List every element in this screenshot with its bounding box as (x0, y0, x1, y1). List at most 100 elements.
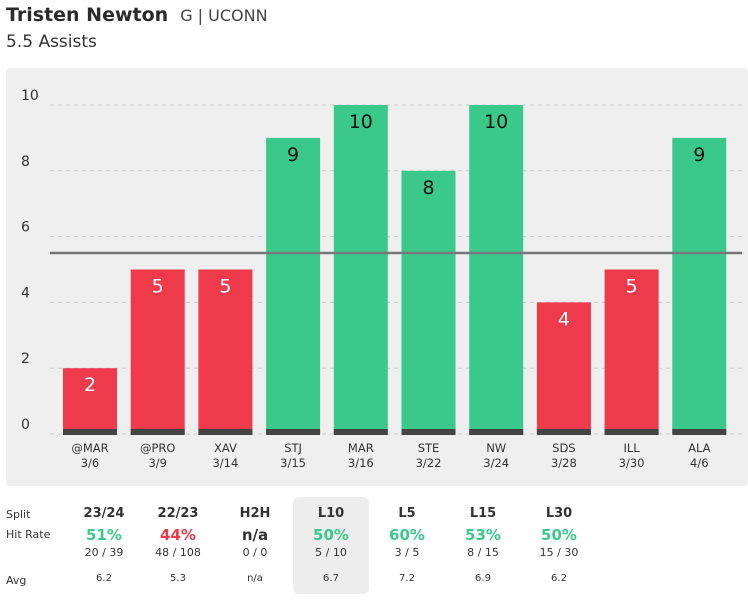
x-date-label: 3/16 (348, 456, 374, 470)
split-name: L5 (398, 506, 416, 521)
bar-stj (266, 137, 321, 434)
split-column-l30[interactable]: L30 50% 15 / 30 6.2 (521, 497, 597, 594)
split-name: L30 (545, 506, 573, 521)
bar-value-label: 2 (84, 374, 96, 396)
split-name: L15 (469, 506, 497, 521)
hit-rate-value: n/a (241, 526, 269, 544)
avg-value: 6.7 (323, 573, 339, 584)
y-tick-label: 10 (21, 88, 39, 104)
x-date-label: 3/15 (280, 456, 306, 470)
x-category-label: XAV (214, 441, 237, 455)
x-date-label: 3/14 (212, 456, 238, 470)
bar-ala (672, 137, 727, 434)
bar-base (401, 429, 456, 435)
x-date-label: 3/9 (148, 456, 167, 470)
hit-fraction: 0 / 0 (242, 546, 268, 559)
x-date-label: 3/28 (551, 456, 577, 470)
hit-fraction: 20 / 39 (84, 546, 124, 559)
split-column-h2h[interactable]: H2H n/a 0 / 0 n/a (217, 497, 293, 594)
bar-at-pro (130, 269, 185, 434)
y-tick-label: 6 (21, 220, 30, 236)
x-date-label: 3/6 (81, 456, 100, 470)
split-column-2324[interactable]: 23/24 51% 20 / 39 6.2 (66, 497, 142, 594)
bar-at-mar (63, 368, 117, 434)
hit-rate-value: 60% (389, 526, 425, 544)
x-date-label: 3/30 (619, 456, 645, 470)
bar-ste (401, 170, 456, 435)
bar-base (130, 429, 185, 435)
bar-value-label: 10 (349, 111, 373, 133)
hit-rate-row-label: Hit Rate (6, 528, 51, 541)
y-tick-label: 2 (21, 351, 30, 367)
x-date-label: 3/22 (416, 456, 442, 470)
bar-ill (604, 269, 659, 434)
avg-value: 6.2 (551, 573, 567, 584)
x-category-label: STE (418, 441, 440, 455)
hit-rate-value: 50% (313, 526, 349, 544)
hit-rate-value: 53% (465, 526, 501, 544)
hit-fraction: 48 / 108 (155, 546, 201, 559)
hit-rate-value: 44% (160, 526, 196, 544)
split-stats-table: Split Hit Rate Avg 23/24 51% 20 / 39 6.2… (0, 497, 748, 597)
bar-xav (198, 269, 253, 434)
avg-value: 7.2 (399, 573, 415, 584)
bar-value-label: 5 (152, 276, 164, 298)
bar-base (266, 429, 321, 435)
split-column-l5[interactable]: L5 60% 3 / 5 7.2 (369, 497, 445, 594)
player-header: Tristen Newton G | UCONN 5.5 Assists (6, 4, 268, 52)
x-category-label: NW (486, 441, 506, 455)
avg-value: n/a (247, 573, 263, 584)
hit-fraction: 8 / 15 (467, 546, 499, 559)
avg-value: 5.3 (170, 573, 186, 584)
x-date-label: 3/24 (483, 456, 509, 470)
bar-base (333, 429, 388, 435)
x-category-label: @PRO (140, 441, 175, 455)
bar-base (63, 429, 117, 435)
y-tick-label: 0 (21, 417, 30, 433)
bar-base (536, 429, 591, 435)
x-category-label: @MAR (71, 441, 108, 455)
bar-value-label: 9 (693, 144, 705, 166)
split-row-label: Split (6, 508, 31, 521)
bar-value-label: 5 (219, 276, 231, 298)
avg-value: 6.9 (475, 573, 491, 584)
bar-value-label: 8 (422, 177, 434, 199)
hit-fraction: 5 / 10 (315, 546, 347, 559)
y-tick-label: 8 (21, 154, 30, 170)
split-name: L10 (317, 506, 345, 521)
bar-value-label: 10 (484, 111, 508, 133)
bar-base (469, 429, 524, 435)
split-column-2223[interactable]: 22/23 44% 48 / 108 5.3 (140, 497, 216, 594)
bar-base (672, 429, 727, 435)
avg-value: 6.2 (96, 573, 112, 584)
hit-rate-value: 50% (541, 526, 577, 544)
hit-fraction: 3 / 5 (394, 546, 420, 559)
chart-panel: 0 2 4 6 8 10 2 @MAR 3/6 5 @PRO 3/9 5 XAV 3/14 9 STJ 3/15 1… (6, 68, 748, 486)
bar-base (198, 429, 253, 435)
x-category-label: SDS (552, 441, 575, 455)
bar-base (604, 429, 659, 435)
bar-value-label: 5 (626, 276, 638, 298)
split-name: H2H (239, 506, 271, 521)
split-name: 23/24 (83, 506, 125, 521)
split-name: 22/23 (157, 506, 199, 521)
player-name: Tristen Newton (6, 4, 169, 26)
x-category-label: STJ (284, 441, 302, 455)
bar-nw (469, 105, 524, 434)
avg-row-label: Avg (6, 574, 27, 587)
bar-sds (536, 302, 591, 434)
y-tick-label: 4 (21, 285, 30, 301)
prop-line: 5.5 Assists (6, 32, 97, 52)
x-date-label: 4/6 (690, 456, 709, 470)
bar-mar (333, 105, 388, 434)
hit-fraction: 15 / 30 (539, 546, 579, 559)
hit-rate-value: 51% (86, 526, 122, 544)
x-category-label: MAR (348, 441, 374, 455)
split-column-l15[interactable]: L15 53% 8 / 15 6.9 (445, 497, 521, 594)
x-category-label: ILL (623, 441, 640, 455)
x-category-label: ALA (688, 441, 711, 455)
player-team: G | UCONN (180, 6, 268, 25)
split-column-l10[interactable]: L10 50% 5 / 10 6.7 (293, 497, 369, 594)
bar-value-label: 4 (558, 308, 570, 330)
